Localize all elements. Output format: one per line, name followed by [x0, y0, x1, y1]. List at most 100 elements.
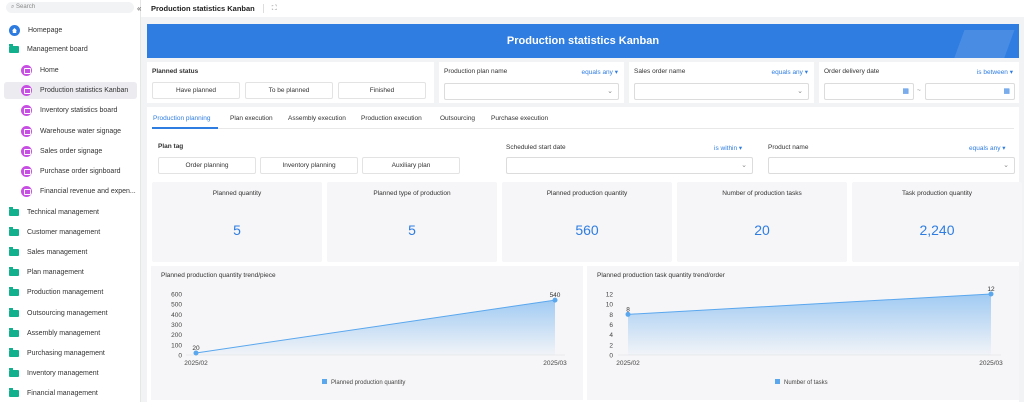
tab[interactable]: Production planning	[153, 115, 211, 122]
folder-icon	[9, 227, 19, 236]
collapse-sidebar-icon[interactable]: «	[137, 4, 142, 13]
task-trend-chart: Planned production task quantity trend/o…	[587, 266, 1019, 400]
sidebar-item[interactable]: Warehouse water signage	[4, 123, 137, 140]
folder-icon	[9, 247, 19, 256]
tab[interactable]: Outsourcing	[440, 115, 476, 122]
inventory-planning-button[interactable]: Inventory planning	[260, 157, 358, 174]
sidebar-item-label: Purchasing management	[27, 350, 105, 357]
sidebar-item-label: Sales order signage	[40, 148, 103, 155]
sidebar-item[interactable]: Financial management	[4, 385, 137, 402]
sidebar-item-label: Inventory statistics board	[40, 107, 118, 114]
banner-title: Production statistics Kanban	[147, 24, 1019, 58]
tab[interactable]: Plan execution	[230, 115, 273, 122]
stat-card: Planned type of production 5	[327, 182, 497, 262]
board-icon	[21, 186, 32, 197]
operator-dropdown[interactable]: equals any ▾	[771, 69, 808, 76]
folder-icon	[9, 348, 19, 357]
operator-dropdown[interactable]: is between ▾	[976, 69, 1013, 76]
sidebar-item[interactable]: Purchase order signboard	[4, 163, 137, 180]
folder-icon	[9, 308, 19, 317]
stat-card: Task production quantity 2,240	[852, 182, 1022, 262]
sidebar-item-label: Homepage	[28, 27, 63, 34]
to-be-planned-button[interactable]: To be planned	[245, 82, 333, 99]
tab[interactable]: Purchase execution	[491, 115, 549, 122]
stat-title: Number of production tasks	[722, 190, 802, 197]
sidebar-item[interactable]: Sales management	[4, 244, 137, 261]
stat-title: Task production quantity	[901, 190, 973, 197]
divider	[262, 4, 264, 13]
tab[interactable]: Assembly execution	[288, 115, 346, 122]
folder-icon	[9, 44, 19, 53]
folder-icon	[9, 328, 19, 337]
sidebar-item-label: Purchase order signboard	[40, 168, 121, 175]
sidebar-item[interactable]: Management board	[4, 41, 137, 58]
sidebar-item[interactable]: Technical management	[4, 204, 137, 221]
sidebar-item[interactable]: Customer management	[4, 224, 137, 241]
sidebar-item[interactable]: Production management	[4, 284, 137, 301]
sidebar-item[interactable]: Homepage	[4, 22, 137, 39]
sales-order-name-select[interactable]: ⌄	[634, 83, 809, 100]
chevron-down-icon: ⌄	[741, 162, 747, 169]
sidebar-item[interactable]: Plan management	[4, 264, 137, 281]
sidebar-item[interactable]: Outsourcing management	[4, 305, 137, 322]
tab[interactable]: Production execution	[361, 115, 422, 122]
search-input[interactable]: ⌕ Search	[6, 2, 134, 13]
folder-icon	[9, 388, 19, 397]
sidebar-item[interactable]: Sales order signage	[4, 143, 137, 160]
sidebar-item[interactable]: Purchasing management	[4, 345, 137, 362]
home-icon	[9, 25, 20, 36]
sidebar-item[interactable]: Production statistics Kanban	[4, 82, 137, 99]
stat-value: 2,240	[919, 222, 955, 238]
folder-icon	[9, 207, 19, 216]
sidebar-item-label: Financial revenue and expen...	[40, 188, 136, 195]
quantity-trend-chart: Planned production quantity trend/piece	[151, 266, 583, 400]
finished-button[interactable]: Finished	[338, 82, 426, 99]
board-icon	[21, 126, 32, 137]
board-icon	[21, 166, 32, 177]
board-icon	[21, 146, 32, 157]
sidebar-item[interactable]: Assembly management	[4, 325, 137, 342]
calendar-icon: ▦	[1003, 88, 1010, 95]
production-plan-name-select[interactable]: ⌄	[444, 83, 619, 100]
start-date-input[interactable]: ▦	[824, 83, 914, 100]
date-separator: ~	[917, 87, 921, 94]
board-icon	[21, 85, 32, 96]
auxiliary-plan-button[interactable]: Auxiliary plan	[362, 157, 460, 174]
sidebar-item-label: Financial management	[27, 390, 98, 397]
top-bar: « Production statistics Kanban ⛶	[137, 0, 1024, 17]
chevron-down-icon: ⌄	[607, 88, 613, 95]
stat-title: Planned production quantity	[546, 190, 628, 197]
active-tab-indicator	[152, 127, 218, 129]
folder-icon	[9, 368, 19, 377]
stat-card: Planned quantity 5	[152, 182, 322, 262]
stat-value: 5	[408, 222, 416, 238]
stat-title: Planned type of production	[373, 190, 451, 197]
tab-divider	[152, 128, 1014, 129]
chevron-down-icon: ⌄	[1003, 162, 1009, 169]
sidebar-item[interactable]: Financial revenue and expen...	[4, 183, 137, 200]
sidebar-item[interactable]: Inventory statistics board	[4, 102, 137, 119]
scheduled-start-date-select[interactable]: ⌄	[506, 157, 753, 174]
calendar-icon: ▦	[902, 88, 909, 95]
page-title: Production statistics Kanban	[151, 4, 255, 13]
sidebar-item-label: Management board	[27, 46, 88, 53]
sidebar-item-label: Technical management	[27, 209, 99, 216]
operator-dropdown[interactable]: is within ▾	[714, 145, 743, 152]
production-plan-name-label: Production plan name	[444, 68, 508, 75]
stat-title: Planned quantity	[212, 190, 262, 197]
stat-value: 5	[233, 222, 241, 238]
sidebar-item[interactable]: Inventory management	[4, 365, 137, 382]
fullscreen-icon[interactable]: ⛶	[271, 4, 277, 12]
planned-status-label: Planned status	[152, 68, 199, 75]
order-delivery-date-label: Order delivery date	[824, 68, 880, 75]
product-name-select[interactable]: ⌄	[768, 157, 1015, 174]
sidebar-item[interactable]: Home	[4, 62, 137, 79]
order-delivery-date-filter: Order delivery date is between ▾ ▦ ~ ▦	[819, 62, 1019, 103]
have-planned-button[interactable]: Have planned	[152, 82, 240, 99]
operator-dropdown[interactable]: equals any ▾	[969, 145, 1006, 152]
order-planning-button[interactable]: Order planning	[158, 157, 256, 174]
stat-value: 20	[754, 222, 770, 238]
sidebar-item-label: Warehouse water signage	[40, 128, 122, 135]
operator-dropdown[interactable]: equals any ▾	[581, 69, 618, 76]
end-date-input[interactable]: ▦	[925, 83, 1015, 100]
